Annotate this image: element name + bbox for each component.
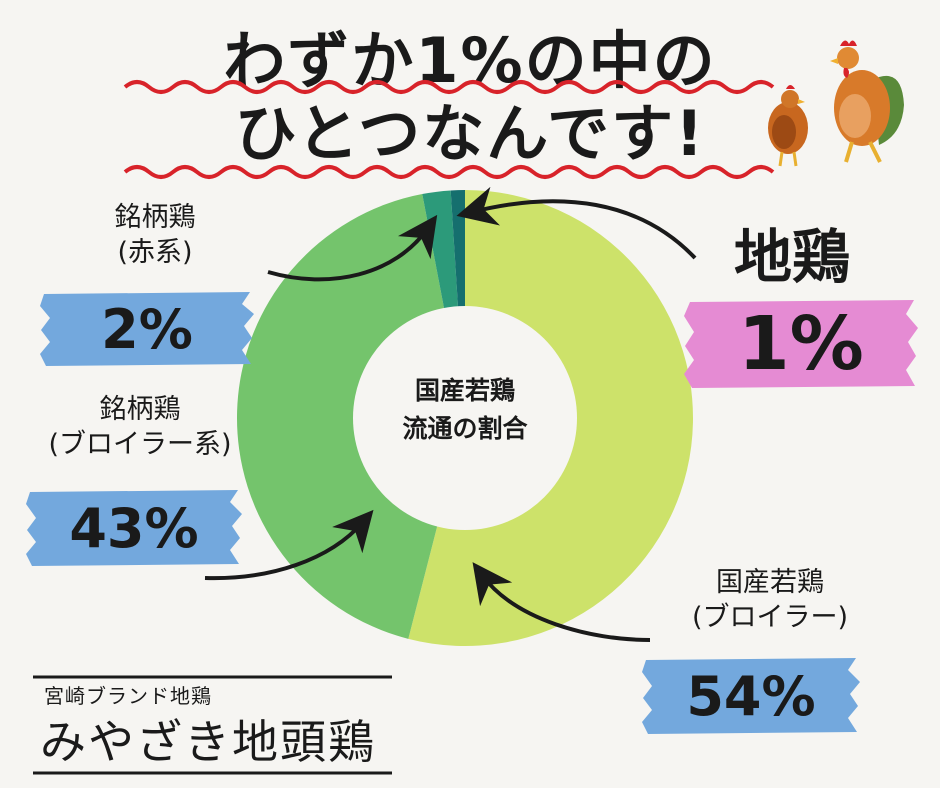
label-broiler-line-1: 国産若鶏 bbox=[716, 567, 824, 598]
title-wave-top bbox=[123, 80, 775, 94]
label-brand-broiler-line-2: (ブロイラー系) bbox=[48, 429, 232, 461]
brush-shape bbox=[684, 300, 918, 388]
hen-icon bbox=[768, 85, 808, 167]
rooster-icon bbox=[830, 40, 904, 163]
curved-arrow-icon bbox=[204, 509, 374, 581]
label-brand-red-line-2: (赤系) bbox=[117, 237, 193, 269]
label-brand-red-line-1: 銘柄鶏 bbox=[114, 202, 196, 233]
brush-shape bbox=[40, 292, 254, 366]
badge-brand-broiler: 43% bbox=[24, 488, 244, 568]
slice-brand-broiler bbox=[236, 194, 465, 639]
center-label-line-2: 流通の割合 bbox=[402, 413, 528, 443]
title-line-2: ひとつなんです! bbox=[234, 97, 706, 170]
brush-shape bbox=[26, 490, 242, 566]
title-wave-bottom bbox=[123, 165, 775, 179]
value-broiler: 54% bbox=[686, 664, 816, 728]
donut-chart bbox=[236, 190, 693, 646]
brand-subtitle: 宮崎ブランド地鶏 bbox=[44, 684, 212, 708]
value-brand-broiler: 43% bbox=[69, 496, 199, 560]
badge-broiler: 54% bbox=[640, 656, 862, 736]
donut-hole bbox=[353, 306, 577, 530]
brush-shape bbox=[642, 658, 860, 734]
curved-arrow-icon bbox=[472, 562, 651, 642]
label-brand-broiler: 銘柄鶏 (ブロイラー系) bbox=[10, 392, 270, 462]
badge-brand-red: 2% bbox=[38, 290, 256, 368]
label-brand-red: 銘柄鶏 (赤系) bbox=[55, 200, 255, 270]
label-jidori-line-1: 地鶏 bbox=[733, 223, 850, 291]
curved-arrow-icon bbox=[456, 186, 697, 260]
center-label-line-1: 国産若鶏 bbox=[414, 376, 515, 405]
label-brand-broiler-line-1: 銘柄鶏 bbox=[99, 394, 181, 425]
badge-jidori: 1% bbox=[682, 298, 920, 390]
value-jidori: 1% bbox=[738, 301, 864, 387]
center-label: 国産若鶏 流通の割合 bbox=[365, 372, 565, 447]
value-brand-red: 2% bbox=[101, 297, 193, 361]
brand-name: みやざき地頭鶏 bbox=[40, 715, 376, 769]
curved-arrow-icon bbox=[267, 214, 438, 282]
label-jidori: 地鶏 bbox=[712, 223, 872, 291]
label-broiler: 国産若鶏 (ブロイラー) bbox=[660, 565, 880, 635]
label-broiler-line-2: (ブロイラー) bbox=[691, 602, 849, 634]
